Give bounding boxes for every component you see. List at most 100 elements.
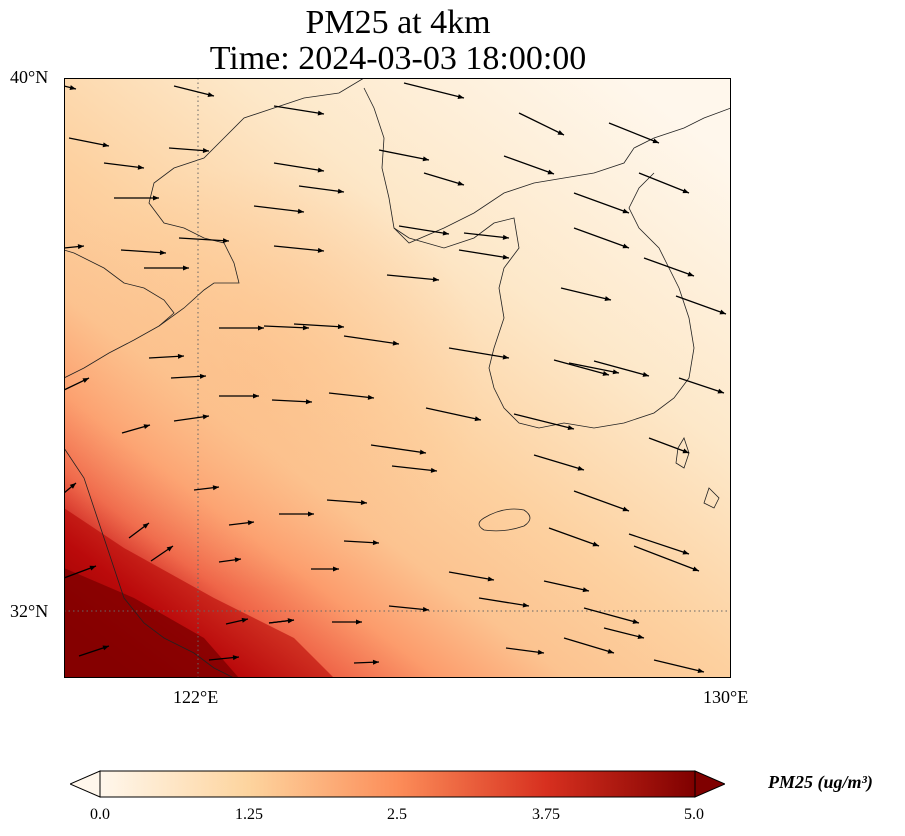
wind-arrowhead xyxy=(82,378,89,383)
wind-arrowhead xyxy=(69,85,76,90)
wind-arrow xyxy=(553,359,610,376)
wind-arrowhead xyxy=(317,110,324,116)
wind-arrowhead xyxy=(682,448,689,454)
lat-label-40n: 40°N xyxy=(10,67,49,87)
wind-arrowhead xyxy=(537,649,544,655)
wind-arrowhead xyxy=(142,523,149,529)
wind-arrowhead xyxy=(430,467,437,473)
wind-arrow xyxy=(643,257,695,277)
wind-arrow xyxy=(478,597,530,607)
wind-arrow xyxy=(533,454,585,471)
wind-arrowhead xyxy=(102,142,109,148)
wind-arrowhead xyxy=(582,587,589,593)
wind-arrowhead xyxy=(487,576,494,582)
wind-arrowhead xyxy=(607,648,614,654)
colorbar xyxy=(70,770,725,798)
wind-arrowhead xyxy=(212,485,219,491)
wind-arrowhead xyxy=(567,425,574,430)
wind-arrowhead xyxy=(457,180,464,186)
wind-arrow xyxy=(103,162,145,169)
wind-arrowhead xyxy=(642,372,649,377)
wind-arrowhead xyxy=(692,566,699,572)
wind-arrowhead xyxy=(199,373,206,379)
wind-arrowhead xyxy=(232,655,239,661)
wind-arrow xyxy=(518,112,565,136)
wind-arrow xyxy=(173,85,215,97)
wind-arrowhead xyxy=(502,234,509,240)
wind-arrowhead xyxy=(632,619,639,624)
wind-arrow xyxy=(653,659,705,673)
wind-arrow xyxy=(403,82,465,99)
wind-arrowhead xyxy=(222,238,229,244)
wind-arrow xyxy=(608,122,660,144)
wind-arrowhead xyxy=(356,619,362,625)
wind-arrow xyxy=(343,335,400,345)
wind-arrowhead xyxy=(253,393,259,399)
map-border xyxy=(64,78,731,678)
wind-arrowhead xyxy=(337,188,344,194)
wind-arrowhead xyxy=(622,208,629,214)
wind-arrowhead xyxy=(333,566,339,572)
colorbar-label: PM25 (ug/m³) xyxy=(768,772,873,792)
wind-arrowhead xyxy=(557,130,564,135)
wind-arrowhead xyxy=(372,659,379,665)
wind-arrow xyxy=(568,362,620,374)
wind-arrow xyxy=(628,533,690,555)
coastlines xyxy=(64,78,731,678)
wind-arrowhead xyxy=(308,511,314,517)
wind-arrow xyxy=(68,137,110,147)
wind-arrowhead xyxy=(502,354,509,360)
wind-arrowhead xyxy=(207,92,214,97)
wind-arrow xyxy=(505,647,545,654)
colorbar-tick-0: 0.0 xyxy=(90,806,110,823)
wind-arrow xyxy=(458,249,510,259)
wind-arrow xyxy=(391,465,438,472)
map-subtitle-time: Time: 2024-03-03 18:00:00 xyxy=(209,40,587,77)
wind-arrowhead xyxy=(258,325,264,331)
wind-arrowhead xyxy=(317,167,324,173)
pm25-hotspot-core xyxy=(64,568,239,678)
wind-arrowhead xyxy=(317,247,324,253)
wind-arrow xyxy=(423,172,465,186)
wind-arrow xyxy=(593,360,650,377)
wind-arrow xyxy=(263,325,310,329)
wind-vectors xyxy=(64,82,727,674)
wind-arrow xyxy=(503,155,555,175)
wind-arrow xyxy=(448,347,510,359)
wind-arrowhead xyxy=(719,309,726,315)
wind-arrow xyxy=(583,607,640,624)
wind-arrow xyxy=(603,627,645,639)
wind-arrowhead xyxy=(522,602,529,608)
colorbar-tick-4: 5.0 xyxy=(684,806,704,823)
wind-arrowhead xyxy=(612,369,619,375)
wind-arrowhead xyxy=(442,230,449,236)
wind-arrowhead xyxy=(502,254,509,260)
wind-arrowhead xyxy=(297,208,304,214)
wind-arrow xyxy=(678,377,725,394)
wind-arrowhead xyxy=(69,483,76,489)
wind-arrowhead xyxy=(622,243,629,249)
wind-arrowhead xyxy=(143,424,150,430)
wind-arrowhead xyxy=(432,276,439,282)
wind-arrowhead xyxy=(697,668,704,674)
wind-arrow xyxy=(271,399,313,403)
wind-arrow xyxy=(273,162,325,172)
wind-arrow xyxy=(273,245,325,252)
wind-arrow xyxy=(168,147,210,152)
wind-arrowhead xyxy=(577,465,584,471)
wind-arrowhead xyxy=(202,148,209,154)
wind-arrowhead xyxy=(241,617,248,623)
wind-arrow xyxy=(273,105,325,115)
wind-arrowhead xyxy=(183,265,189,271)
map-panel xyxy=(64,78,731,678)
wind-arrow xyxy=(120,249,167,254)
wind-arrowhead xyxy=(287,618,294,624)
colorbar-gradient xyxy=(99,770,696,798)
wind-arrowhead xyxy=(652,138,659,144)
map-title: PM25 at 4km xyxy=(305,4,491,41)
wind-arrow xyxy=(425,407,482,421)
wind-arrow xyxy=(298,185,345,193)
lon-label-130e: 130°E xyxy=(703,687,749,707)
wind-arrowhead xyxy=(177,353,184,359)
wind-arrow xyxy=(563,637,615,654)
